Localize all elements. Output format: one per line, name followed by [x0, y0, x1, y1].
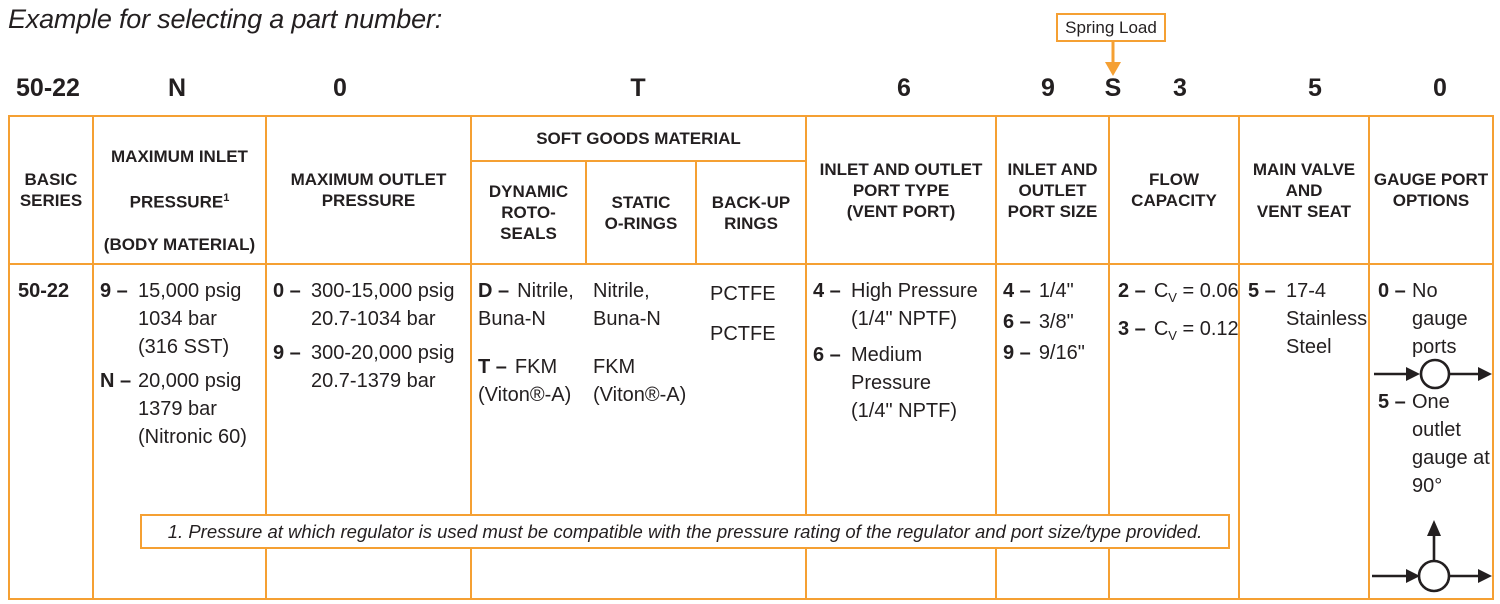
cell-basic-series: 50-22: [18, 280, 70, 302]
option-inlet-N: N – 20,000 psig 1379 bar (Nitronic 60): [100, 370, 247, 448]
cell-gauge-port-opt0: 0 – No gauge ports: [1378, 277, 1490, 361]
option-dynamic-D: D – Nitrile, Buna-N: [478, 280, 574, 330]
option-backup-1: PCTFE: [710, 283, 776, 305]
header-inlet-pressure: MAXIMUM INLET PRESSURE1 (BODY MATERIAL): [103, 147, 256, 254]
header-flow-capacity: FLOW CAPACITY: [1131, 170, 1217, 210]
option-gauge-5: 5 – One outlet gauge at 90°: [1378, 391, 1490, 497]
footnote-text: 1. Pressure at which regulator is used m…: [167, 520, 1203, 542]
footnote-box: 1. Pressure at which regulator is used m…: [140, 514, 1230, 549]
header-outlet-pressure: MAXIMUM OUTLET PRESSURE: [290, 170, 447, 210]
option-port-type-4: 4 – High Pressure (1/4" NPTF): [813, 280, 978, 330]
table-gridline: [1108, 115, 1110, 600]
option-static-nitrile: Nitrile, Buna-N: [593, 280, 661, 330]
table-gridline: [1492, 115, 1494, 600]
cell-main-valve: 5 – 17-4 Stainless Steel: [1248, 277, 1368, 361]
header-dynamic-roto-seals: DYNAMIC ROTO- SEALS: [488, 182, 569, 243]
header-soft-goods: SOFT GOODS MATERIAL: [536, 129, 741, 148]
table-gridline: [1368, 115, 1370, 600]
option-flow-2: 2 – CV = 0.06: [1118, 280, 1239, 305]
cell-gauge-port-opt5: 5 – One outlet gauge at 90°: [1378, 388, 1490, 500]
option-backup-2: PCTFE: [710, 323, 776, 345]
table-gridline: [470, 160, 807, 162]
header-gauge-port: GAUGE PORT OPTIONS: [1373, 170, 1489, 210]
option-outlet-0: 0 – 300-15,000 psig 20.7-1034 bar: [273, 280, 455, 330]
header-static-o-rings: STATIC O-RINGS: [604, 192, 678, 233]
option-inlet-9: 9 – 15,000 psig 1034 bar (316 SST): [100, 280, 242, 358]
option-gauge-0: 0 – No gauge ports: [1378, 280, 1468, 358]
header-basic-series: BASIC SERIES: [19, 170, 83, 210]
table-gridline: [995, 115, 997, 600]
part-code-port-type: 6: [897, 74, 911, 102]
table-gridline: [8, 115, 1494, 117]
table-gridline: [265, 115, 267, 600]
header-backup-rings: BACK-UP RINGS: [711, 192, 791, 233]
cell-outlet-pressure: 0 – 300-15,000 psig 20.7-1034 bar 9 – 30…: [273, 277, 467, 395]
cell-port-type: 4 – High Pressure (1/4" NPTF) 6 – Medium…: [813, 277, 993, 425]
table-gridline: [8, 598, 1494, 600]
cell-port-size: 4 –1/4" 6 –3/8" 9 –9/16": [1003, 277, 1103, 367]
part-code-outlet-pressure: 0: [333, 74, 347, 102]
table-gridline: [92, 115, 94, 600]
header-port-size: INLET AND OUTLET PORT SIZE: [1007, 159, 1098, 221]
page-title: Example for selecting a part number:: [8, 4, 443, 34]
part-code-main-valve: 5: [1308, 74, 1322, 102]
table-gridline: [805, 115, 807, 600]
part-code-flow-capacity: 3: [1173, 74, 1187, 102]
cell-inlet-pressure: 9 – 15,000 psig 1034 bar (316 SST) N – 2…: [100, 277, 262, 451]
option-outlet-9: 9 – 300-20,000 psig 20.7-1379 bar: [273, 342, 455, 392]
part-code-port-size: 9: [1041, 74, 1055, 102]
table-gridline: [8, 115, 10, 600]
option-port-type-6: 6 – Medium Pressure (1/4" NPTF): [813, 344, 957, 422]
option-flow-3: 3 – CV = 0.12: [1118, 318, 1239, 343]
part-code-basic-series: 50-22: [16, 74, 80, 102]
header-port-type: INLET AND OUTLET PORT TYPE (VENT PORT): [819, 159, 983, 221]
option-dynamic-T: T – FKM (Viton®-A): [478, 356, 572, 406]
table-gridline: [8, 263, 1494, 265]
spring-load-arrow-icon: [1105, 42, 1121, 76]
table-gridline: [695, 160, 697, 265]
table-gridline: [585, 160, 587, 265]
part-code-spring-load: S: [1104, 74, 1122, 102]
option-port-size-9: 9 –9/16": [1003, 342, 1085, 364]
cell-flow-capacity: 2 – CV = 0.06 3 – CV = 0.12: [1118, 277, 1239, 350]
table-gridline: [470, 115, 472, 600]
gauge-inline-flow-diagram-icon: [1374, 358, 1492, 390]
cell-dynamic-roto-seals: D – Nitrile, Buna-N T – FKM (Viton®-A): [478, 277, 586, 409]
spring-load-callout: Spring Load: [1056, 13, 1166, 42]
footnote-marker: 1: [223, 192, 230, 205]
part-code-gauge-port: 0: [1433, 74, 1447, 102]
spring-load-label: Spring Load: [1065, 17, 1157, 37]
gauge-tee-flow-diagram-icon: [1372, 520, 1492, 593]
option-port-size-6: 6 –3/8": [1003, 311, 1074, 333]
table-gridline: [1238, 115, 1240, 600]
part-code-inlet-pressure: N: [167, 74, 187, 102]
option-static-fkm: FKM (Viton®-A): [593, 356, 687, 406]
cell-static-o-rings: Nitrile, Buna-N FKM (Viton®-A): [593, 277, 693, 409]
part-code-soft-goods: T: [630, 74, 646, 102]
cell-backup-rings: PCTFE PCTFE: [710, 280, 800, 348]
option-main-valve-5: 5 – 17-4 Stainless Steel: [1248, 280, 1368, 358]
header-main-valve: MAIN VALVE AND VENT SEAT: [1252, 159, 1356, 221]
option-port-size-4: 4 –1/4": [1003, 280, 1074, 302]
